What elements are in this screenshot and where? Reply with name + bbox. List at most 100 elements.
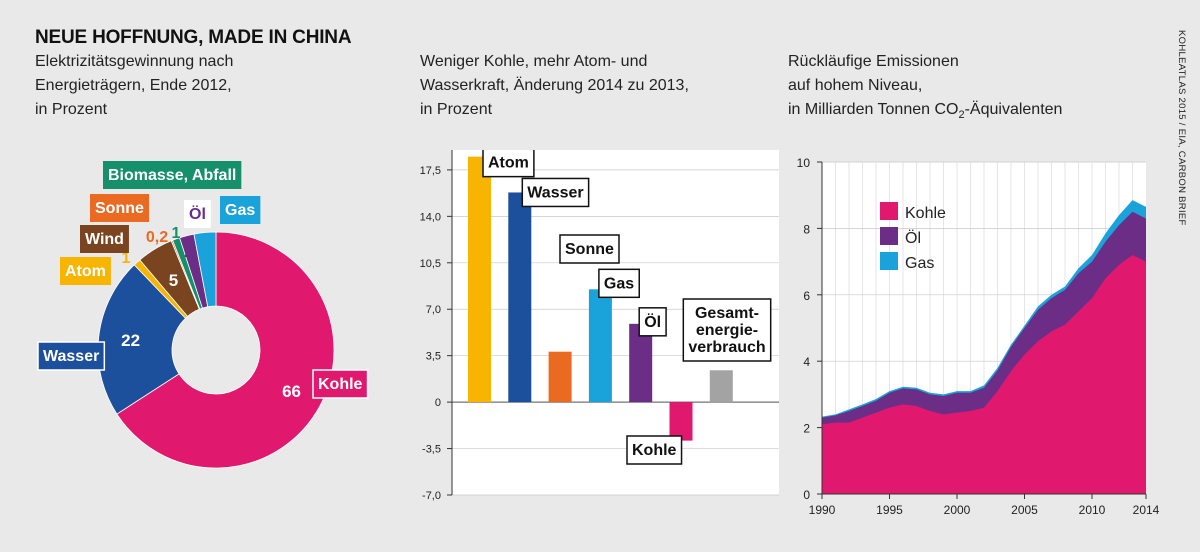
pie-subtitle-line: Elektrizitätsgewinnung nach bbox=[35, 53, 234, 70]
unit-subscript: 2 bbox=[958, 109, 965, 122]
pie-label-sonne: Sonne bbox=[90, 194, 149, 222]
bar-label-gas-text: Gas bbox=[604, 275, 634, 292]
area-xtick-label: 2005 bbox=[1011, 503, 1038, 517]
area-ytick-label: 0 bbox=[803, 488, 810, 502]
bar-label-kohle-text: Kohle bbox=[632, 442, 677, 459]
bar-label-sonne: Sonne bbox=[559, 234, 620, 264]
pie-value-oel: 2 bbox=[184, 242, 193, 261]
pie-label-wasser-text: Wasser bbox=[43, 348, 99, 365]
bar-label-sonne-box bbox=[559, 234, 620, 264]
legend-label-kohle: Kohle bbox=[905, 205, 946, 222]
area-subtitle-line: Rückläufige Emissionen bbox=[788, 53, 959, 70]
pie-label-wind: Wind bbox=[80, 225, 129, 253]
pie-label-kohle-box bbox=[312, 369, 369, 399]
bar-label-gesamt: Gesamt-energie-verbrauch bbox=[682, 298, 772, 362]
legend-swatch-gas bbox=[880, 252, 898, 270]
legend-label-gas: Gas bbox=[905, 255, 934, 272]
pie-value-gas: 3 bbox=[202, 239, 211, 258]
pie-label-gas: Gas bbox=[220, 196, 261, 224]
bar-gas bbox=[588, 289, 612, 403]
legend-swatch-kohle bbox=[880, 202, 898, 220]
pie-slice-gas bbox=[193, 231, 217, 308]
bar-label-atom: Atom bbox=[482, 150, 535, 178]
bar-ytick-label: 0 bbox=[435, 397, 441, 409]
bar-label-atom-box bbox=[482, 150, 535, 178]
bar-subtitle: Weniger Kohle, mehr Atom- und Wasserkraf… bbox=[420, 50, 689, 122]
area-xtick-label: 1990 bbox=[809, 503, 836, 517]
area-subtitle-line: auf hohem Niveau, bbox=[788, 77, 923, 94]
bar-label-gesamt-text: Gesamt- bbox=[695, 305, 759, 322]
pie-label-wasser: Wasser bbox=[37, 341, 106, 371]
bar-label-atom-text: Atom bbox=[488, 155, 529, 172]
pie-value-sonne: 0,2 bbox=[146, 229, 168, 246]
pie-subtitle: Elektrizitätsgewinnung nach Energieträge… bbox=[35, 50, 233, 122]
bar-subtitle-line: Weniger Kohle, mehr Atom- und bbox=[420, 53, 648, 70]
pie-subtitle-line: Energieträgern, Ende 2012, bbox=[35, 77, 232, 94]
bar-ytick-label: 14,0 bbox=[420, 211, 441, 223]
bar-ytick-label: -3,5 bbox=[422, 444, 441, 456]
pie-label-sonne-text: Sonne bbox=[95, 200, 144, 217]
pie-label-atom-box bbox=[60, 257, 111, 285]
bar-atom bbox=[468, 156, 491, 403]
pie-label-gas-text: Gas bbox=[225, 202, 255, 219]
bar-ytick-label: 3,5 bbox=[426, 351, 441, 363]
legend-label-oel: Öl bbox=[905, 229, 921, 247]
area-chart: 0 2 4 6 8 10 1990 1995 2000 2005 2010 2014 Kohle Öl Ga… bbox=[797, 156, 1160, 517]
bar-gesamt bbox=[709, 370, 733, 403]
bar-kohle bbox=[669, 402, 693, 441]
area-subtitle-unit: in Milliarden Tonnen CO2-Äquivalenten bbox=[788, 98, 1062, 127]
source-text: KOHLEATLAS 2015 / EIA, CARBON BRIEF bbox=[1176, 30, 1187, 226]
pie-label-wasser-box bbox=[37, 341, 106, 371]
bar-label-oel-box bbox=[638, 307, 667, 337]
source-note: KOHLEATLAS 2015 / EIA, CARBON BRIEF bbox=[1176, 30, 1190, 290]
unit-suffix: -Äquivalenten bbox=[964, 101, 1063, 118]
pie-label-wind-box bbox=[80, 225, 129, 253]
bar-label-wasser-text: Wasser bbox=[527, 184, 583, 201]
bar-ytick-label: 17,5 bbox=[420, 165, 441, 177]
pie-label-wind-text: Wind bbox=[85, 231, 124, 248]
pie-label-kohle-text: Kohle bbox=[318, 376, 363, 393]
area-subtitle: Rückläufige Emissionen auf hohem Niveau,… bbox=[788, 50, 1062, 127]
area-xtick-label: 2014 bbox=[1133, 503, 1160, 517]
pie-value-atom: 1 bbox=[122, 250, 131, 267]
pie-slice-wasser bbox=[97, 264, 187, 415]
area-ytick-label: 2 bbox=[803, 422, 810, 436]
bar-ytick-label: 10,5 bbox=[420, 258, 441, 270]
area-xtick-label: 2010 bbox=[1079, 503, 1106, 517]
pie-subtitle-line: in Prozent bbox=[35, 101, 108, 118]
bar-label-wasser-box bbox=[521, 177, 590, 208]
area-series-kohle bbox=[822, 254, 1146, 494]
pie-slice-kohle bbox=[116, 231, 335, 469]
area-ytick-label: 4 bbox=[803, 355, 810, 369]
pie-label-biomasse-box bbox=[103, 161, 242, 189]
unit-prefix: in Milliarden Tonnen CO bbox=[788, 101, 959, 118]
legend-swatch-oel bbox=[880, 227, 898, 245]
pie-value-biomasse: 1 bbox=[172, 225, 181, 242]
bar-subtitle-line: Wasserkraft, Änderung 2014 zu 2013, bbox=[420, 77, 689, 94]
bar-label-gas-box bbox=[598, 268, 640, 299]
pie-label-sonne-box bbox=[90, 194, 149, 222]
page-title: NEUE HOFFNUNG, MADE IN CHINA bbox=[35, 27, 352, 48]
bar-label-oel-text: Öl bbox=[644, 312, 661, 331]
pie-label-biomasse-text: Biomasse, Abfall bbox=[108, 167, 236, 184]
bar-label-gesamt-text: verbrauch bbox=[688, 339, 765, 356]
pie-label-atom-text: Atom bbox=[65, 263, 106, 280]
area-ytick-label: 6 bbox=[803, 289, 810, 303]
bar-label-kohle-box bbox=[626, 435, 683, 465]
bar-label-gesamt-box bbox=[682, 298, 772, 362]
pie-value-wind: 5 bbox=[169, 271, 178, 290]
bar-sonne bbox=[548, 351, 572, 403]
pie-label-gas-box bbox=[220, 196, 261, 224]
area-ytick-label: 10 bbox=[797, 156, 811, 170]
bar-label-wasser: Wasser bbox=[521, 177, 590, 208]
bar-wasser bbox=[508, 192, 532, 403]
pie-label-oel-box bbox=[184, 200, 211, 228]
area-xtick-label: 1995 bbox=[876, 503, 903, 517]
area-ytick-label: 8 bbox=[803, 222, 810, 236]
pie-label-oel: Öl bbox=[184, 200, 211, 228]
pie-value-wasser: 22 bbox=[121, 331, 140, 350]
bar-label-sonne-text: Sonne bbox=[565, 241, 614, 258]
bar-ytick-label: -7,0 bbox=[422, 490, 441, 502]
pie-label-atom: Atom bbox=[60, 257, 111, 285]
